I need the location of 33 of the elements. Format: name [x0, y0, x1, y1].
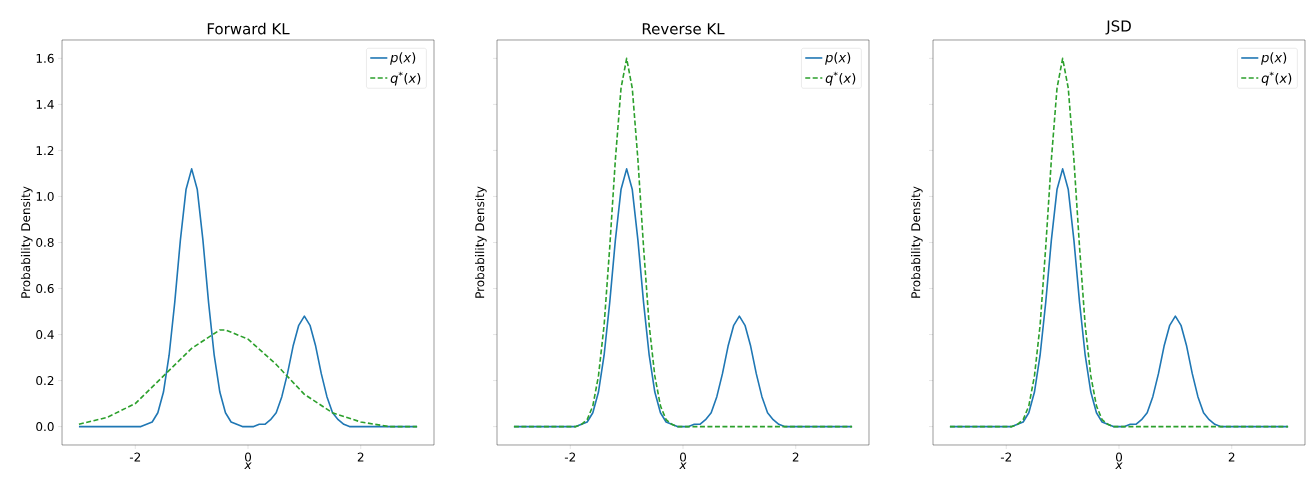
y-tick-label: 0.8	[36, 237, 54, 248]
x-axis-title: x	[1115, 462, 1123, 470]
y-axis-title: Probability Density	[911, 186, 923, 298]
x-tick-label: 0	[244, 452, 252, 462]
y-tick-label: 0.2	[36, 376, 54, 386]
y-tick-label: 1.4	[36, 100, 54, 109]
x-tick-label: 0	[679, 452, 687, 462]
legend-label: p(x)	[1261, 52, 1287, 65]
x-tick-label: 0	[1115, 452, 1123, 462]
y-tick-label: 0.4	[36, 329, 54, 340]
chart-title: JSD	[1105, 20, 1131, 35]
y-tick-label: 0.0	[36, 422, 54, 432]
x-tick-label: -2	[129, 452, 141, 462]
y-axis-title: Probability Density	[20, 186, 33, 298]
x-axis-title: x	[244, 462, 252, 470]
legend-label: q$^{*}$(x)	[390, 71, 421, 86]
y-tick-label: 1.2	[36, 145, 54, 155]
x-tick-label: 2	[357, 452, 364, 462]
y-tick-label: 1.6	[36, 53, 54, 63]
legend-label: q$^{*}$(x)	[1261, 71, 1292, 86]
legend-label: q$^{*}$(x)	[825, 71, 856, 86]
y-tick-label: 0.6	[36, 283, 54, 294]
chart-title: Reverse KL	[642, 23, 725, 35]
x-axis-title: x	[679, 462, 687, 470]
y-axis-title: Probability Density	[475, 186, 487, 298]
x-tick-label: 2	[1228, 452, 1235, 462]
x-tick-label: 2	[792, 452, 799, 462]
legend-label: p(x)	[390, 52, 416, 65]
x-tick-label: -2	[564, 452, 576, 462]
x-tick-label: -2	[1000, 452, 1012, 462]
legend-label: p(x)	[825, 52, 851, 65]
y-tick-label: 1.0	[36, 191, 54, 202]
chart-title: Forward KL	[207, 22, 290, 35]
